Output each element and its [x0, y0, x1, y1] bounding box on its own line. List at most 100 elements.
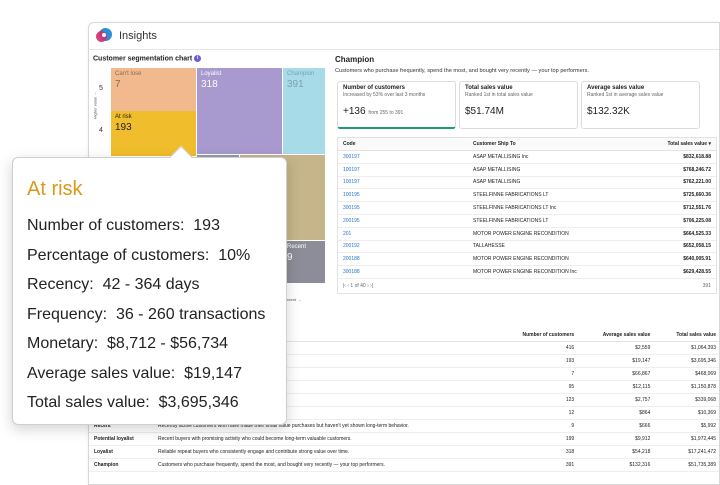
- segment-description: Reliable repeat buyers who consistently …: [153, 445, 498, 459]
- average-sales-value: $132,316: [579, 458, 656, 472]
- x-axis-label: recent →: [285, 297, 302, 302]
- kpi-value-wrap: +136 from 255 to 391: [343, 106, 450, 117]
- pager-text: 1 of 40: [350, 282, 366, 289]
- table-row[interactable]: 300197 ASAP METALLISING Inc $832,618.88: [338, 150, 716, 164]
- info-icon[interactable]: i: [194, 55, 202, 62]
- total-sales-value: $468,069: [655, 367, 719, 381]
- customer-code-link[interactable]: 200192: [338, 240, 468, 254]
- segment-loyalist[interactable]: Loyalist 318: [197, 68, 282, 154]
- customer-ship-to: STEELFINNE FABRICATIONS LT Inc: [468, 201, 637, 215]
- total-sales-value: $725,660.36: [636, 188, 716, 203]
- y-axis-label: Higher value →: [92, 91, 98, 120]
- number-of-customers: 193: [497, 354, 580, 368]
- table-row[interactable]: Loyalist Reliable repeat buyers who consi…: [89, 445, 719, 459]
- segment-value: 9: [287, 252, 293, 263]
- segment-recent[interactable]: Recent 9: [283, 241, 325, 283]
- metric-label: Number of customers:: [27, 217, 185, 234]
- customer-code-link[interactable]: 200188: [338, 252, 468, 267]
- top-bar: Insights: [89, 23, 719, 50]
- total-sales-value: $17,241,472: [655, 445, 719, 459]
- total-sales-value: $640,005.91: [636, 252, 716, 267]
- metric-value: $3,695,346: [158, 394, 239, 411]
- segment-tooltip: At risk Number of customers: 193 Percenta…: [12, 145, 287, 425]
- table-header-row: Code Customer Ship To Total sales value …: [338, 138, 716, 151]
- pager-total: 391: [702, 282, 711, 289]
- champion-subtitle: Customers who purchase frequently, spend…: [335, 68, 589, 74]
- table-row[interactable]: Potential loyalist Recent buyers with pro…: [89, 432, 719, 446]
- segment-name: Recent: [287, 244, 307, 250]
- total-sales-value: $652,058.15: [636, 240, 716, 254]
- table-row[interactable]: 201 MOTOR POWER ENGINE RECONDITION $664,52…: [338, 227, 716, 241]
- customer-ship-to: MOTOR POWER ENGINE RECONDITION: [468, 227, 637, 241]
- customer-ship-to: ASAP METALLISING: [468, 176, 637, 190]
- total-sales-value: $706,225.08: [636, 214, 716, 228]
- total-sales-value: $1,972,445: [655, 432, 719, 446]
- total-sales-value: $664,525.33: [636, 227, 716, 241]
- customer-code-link[interactable]: 100195: [338, 188, 468, 203]
- segment-name: Champion: [287, 71, 315, 77]
- customer-code-link[interactable]: 300195: [338, 201, 468, 215]
- kpi-subtitle: Increased by 53% over last 3 months: [343, 92, 426, 98]
- table-row[interactable]: 100197 ASAP METALLISING $762,221.00: [338, 176, 716, 190]
- table-row[interactable]: 200195 STEELFINNE FABRICATIONS LT $706,225…: [338, 214, 716, 228]
- kpi-number-of-customers[interactable]: Number of customers Increased by 53% ove…: [337, 81, 456, 129]
- customer-ship-to: STEELFINNE FABRICATIONS LT: [468, 214, 637, 228]
- customer-code-link[interactable]: 300188: [338, 265, 468, 279]
- metric-label: Percentage of customers:: [27, 246, 210, 264]
- table-row[interactable]: 100197 ASAP METALLISING $768,246.72: [338, 163, 716, 177]
- customer-code-link[interactable]: 200195: [338, 214, 468, 228]
- segment-name: Can't lose: [115, 71, 142, 77]
- table-row[interactable]: 300195 STEELFINNE FABRICATIONS LT Inc $712…: [338, 201, 716, 215]
- app-logo-icon: [96, 28, 112, 44]
- segment-champion[interactable]: Champion 391: [283, 68, 325, 154]
- number-of-customers: 416: [497, 341, 580, 355]
- total-sales-value: $339,068: [655, 393, 719, 407]
- app-title: Insights: [119, 30, 157, 42]
- segmentation-title-text: Customer segmentation chart: [93, 55, 193, 63]
- total-sales-value: $1,150,878: [655, 380, 719, 394]
- customer-code-link[interactable]: 201: [338, 227, 468, 241]
- total-sales-value: $768,246.72: [636, 163, 716, 177]
- segment-name: At risk: [115, 114, 132, 120]
- segment-at-risk[interactable]: At risk 193: [111, 111, 196, 156]
- segment-name: Loyalist: [89, 445, 153, 459]
- table-row[interactable]: Champion Customers who purchase frequentl…: [89, 458, 719, 472]
- metric-label: Total sales value:: [27, 394, 150, 411]
- table-row[interactable]: 100195 STEELFINNE FABRICATIONS LT $725,660…: [338, 188, 716, 203]
- total-sales-value: $762,221.00: [636, 176, 716, 190]
- customer-code-link[interactable]: 100197: [338, 176, 468, 190]
- col-average-sales-value[interactable]: Average sales value: [579, 329, 656, 342]
- tooltip-metric-row: Average sales value: $19,147: [27, 359, 272, 389]
- kpi-average-sales-value[interactable]: Average sales value Ranked 1st in averag…: [581, 81, 700, 129]
- kpi-note: from 255 to 391: [368, 110, 404, 116]
- table-row[interactable]: 300188 MOTOR POWER ENGINE RECONDITION Inc…: [338, 265, 716, 279]
- tooltip-metric-row: Monetary: $8,712 - $56,734: [27, 329, 272, 359]
- col-customer-ship-to[interactable]: Customer Ship To: [468, 138, 637, 151]
- segment-cant-lose[interactable]: Can't lose 7: [111, 68, 196, 111]
- segment-description: Recent buyers with promising activity wh…: [153, 432, 498, 446]
- average-sales-value: $54,218: [579, 445, 656, 459]
- tooltip-metric-row: Total sales value: $3,695,346: [27, 388, 272, 418]
- total-sales-value: $5,992: [655, 419, 719, 433]
- customer-ship-to: MOTOR POWER ENGINE RECONDITION Inc: [468, 265, 637, 279]
- customer-code-link[interactable]: 100197: [338, 163, 468, 177]
- col-number-of-customers[interactable]: Number of customers: [497, 329, 580, 342]
- y-tick-5: 5: [99, 85, 103, 92]
- table-row[interactable]: 200192 TALLAHESSE $652,058.15: [338, 240, 716, 254]
- col-total-sales-value[interactable]: Total sales value ▾: [636, 138, 716, 151]
- segmentation-title: Customer segmentation chart i: [93, 55, 202, 63]
- segment-name: Potential loyalist: [89, 432, 153, 446]
- col-total-sales-value[interactable]: Total sales value: [655, 329, 719, 342]
- metric-label: Recency:: [27, 276, 94, 293]
- segment-value: 7: [115, 79, 121, 90]
- customer-code-link[interactable]: 300197: [338, 150, 468, 164]
- average-sales-value: $864: [579, 406, 656, 420]
- total-sales-value: $1,064,393: [655, 341, 719, 355]
- table-row[interactable]: 200188 MOTOR POWER ENGINE RECONDITION $640…: [338, 252, 716, 267]
- champion-panel: Champion Customers who purchase frequent…: [335, 55, 719, 300]
- total-sales-value: $712,551.76: [636, 201, 716, 215]
- kpi-subtitle: Ranked 1st in total sales value: [465, 92, 533, 98]
- kpi-total-sales-value[interactable]: Total sales value Ranked 1st in total sa…: [459, 81, 578, 129]
- pager-controls[interactable]: |‹ ‹ 1 of 40 › ›|: [343, 282, 374, 289]
- col-code[interactable]: Code: [338, 138, 468, 151]
